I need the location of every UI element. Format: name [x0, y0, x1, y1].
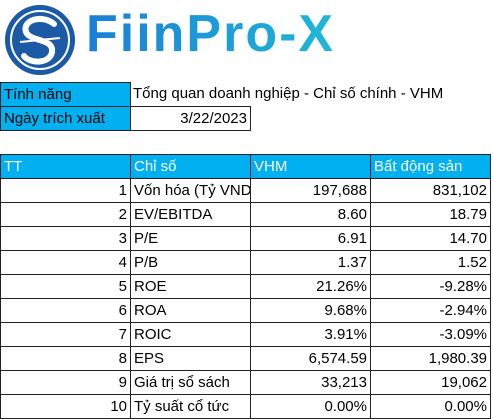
row-number: 10	[0, 394, 131, 419]
metric-name: P/E	[130, 226, 251, 251]
metric-name: EV/EBITDA	[130, 202, 251, 227]
metric-name: ROA	[130, 298, 251, 323]
logo-text: FiinPro-X	[86, 5, 336, 63]
metric-value: 9.68%	[250, 298, 371, 323]
row-number: 7	[0, 322, 131, 347]
metric-name: Tỷ suất cổ tức	[130, 394, 251, 419]
metric-value: 3.91%	[250, 322, 371, 347]
metric-value: 1.52	[370, 250, 491, 275]
metric-value: 197,688	[250, 178, 371, 203]
metric-value: 0.00%	[250, 394, 371, 419]
metric-value: 18.79	[370, 202, 491, 227]
info-value: Tổng quan doanh nghiệp - Chỉ số chính - …	[133, 85, 444, 102]
metric-value: 0.00%	[370, 394, 491, 419]
row-number: 4	[0, 250, 131, 275]
metric-value: 6,574.59	[250, 346, 371, 371]
metric-name: Vốn hóa (Tỷ VND)	[130, 178, 251, 203]
row-number: 2	[0, 202, 131, 227]
row-number: 5	[0, 274, 131, 299]
header-cell: VHM	[250, 154, 371, 179]
header-cell: TT	[0, 154, 131, 179]
metric-value: 33,213	[250, 370, 371, 395]
header-cell: Bất động sản	[370, 154, 491, 179]
header-cell: Chỉ số	[130, 154, 251, 179]
metric-value: 1.37	[250, 250, 371, 275]
info-label: Tính năng	[0, 82, 131, 107]
row-number: 8	[0, 346, 131, 371]
row-number: 3	[0, 226, 131, 251]
metric-name: ROE	[130, 274, 251, 299]
metric-name: ROIC	[130, 322, 251, 347]
row-number: 6	[0, 298, 131, 323]
metric-value: -2.94%	[370, 298, 491, 323]
metric-value: 14.70	[370, 226, 491, 251]
row-number: 1	[0, 178, 131, 203]
metric-value: -9.28%	[370, 274, 491, 299]
info-label: Ngày trích xuất	[0, 106, 131, 131]
metric-name: P/B	[130, 250, 251, 275]
logo-icon	[5, 5, 75, 75]
metric-value: 1,980.39	[370, 346, 491, 371]
metric-value: 21.26%	[250, 274, 371, 299]
metric-value: 8.60	[250, 202, 371, 227]
metric-value: -3.09%	[370, 322, 491, 347]
metric-name: Giá trị sổ sách	[130, 370, 251, 395]
info-value: 3/22/2023	[130, 106, 251, 131]
metric-value: 19,062	[370, 370, 491, 395]
metric-name: EPS	[130, 346, 251, 371]
metric-value: 831,102	[370, 178, 491, 203]
row-number: 9	[0, 370, 131, 395]
metric-value: 6.91	[250, 226, 371, 251]
